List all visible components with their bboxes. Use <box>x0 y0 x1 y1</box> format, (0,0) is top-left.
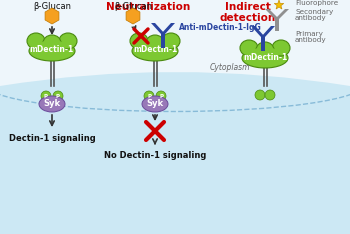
Text: mDectin-1: mDectin-1 <box>133 45 177 55</box>
Polygon shape <box>161 23 175 34</box>
Circle shape <box>53 91 63 101</box>
Ellipse shape <box>242 48 288 68</box>
Circle shape <box>265 90 275 100</box>
Polygon shape <box>151 23 165 34</box>
Ellipse shape <box>162 33 180 49</box>
Ellipse shape <box>142 96 168 112</box>
Text: Primary
antibody: Primary antibody <box>295 31 327 43</box>
Polygon shape <box>274 0 284 9</box>
Polygon shape <box>275 9 289 19</box>
Text: P: P <box>159 94 163 99</box>
FancyBboxPatch shape <box>0 0 350 86</box>
Polygon shape <box>126 8 140 24</box>
Text: Anti-mDectin-1-IgG: Anti-mDectin-1-IgG <box>179 23 262 33</box>
Text: β-Glucan: β-Glucan <box>33 2 71 11</box>
Ellipse shape <box>59 33 77 49</box>
Text: mDectin-1: mDectin-1 <box>30 45 74 55</box>
Ellipse shape <box>132 41 178 61</box>
Circle shape <box>156 91 166 101</box>
Text: β-Glucan: β-Glucan <box>114 2 152 11</box>
Text: Syk: Syk <box>43 99 61 109</box>
Text: Fluorophore: Fluorophore <box>295 0 338 6</box>
Ellipse shape <box>39 96 65 112</box>
Ellipse shape <box>251 47 279 61</box>
Text: Secondary
antibody: Secondary antibody <box>295 9 333 21</box>
Polygon shape <box>261 26 275 37</box>
Circle shape <box>144 91 154 101</box>
Text: Neutralization: Neutralization <box>106 2 190 12</box>
Ellipse shape <box>146 35 164 51</box>
Text: P: P <box>147 94 151 99</box>
Text: P: P <box>44 94 48 99</box>
PathPatch shape <box>0 72 350 234</box>
Ellipse shape <box>256 42 274 58</box>
Text: mDectin-1: mDectin-1 <box>243 52 287 62</box>
Text: Dectin-1 signaling: Dectin-1 signaling <box>9 134 95 143</box>
Ellipse shape <box>130 33 148 49</box>
Bar <box>275 19 279 31</box>
Ellipse shape <box>240 40 258 56</box>
Text: Cytoplasm: Cytoplasm <box>210 63 250 73</box>
Ellipse shape <box>272 40 290 56</box>
Bar <box>261 37 265 51</box>
Text: P: P <box>56 94 60 99</box>
Text: Syk: Syk <box>146 99 163 109</box>
Ellipse shape <box>141 40 169 54</box>
Bar <box>161 34 165 48</box>
Ellipse shape <box>43 35 61 51</box>
Circle shape <box>255 90 265 100</box>
Ellipse shape <box>38 40 66 54</box>
Text: No Dectin-1 signaling: No Dectin-1 signaling <box>104 151 206 160</box>
Ellipse shape <box>27 33 45 49</box>
Ellipse shape <box>29 41 75 61</box>
Circle shape <box>41 91 51 101</box>
Text: Indirect
detection: Indirect detection <box>220 2 276 23</box>
Polygon shape <box>45 8 59 24</box>
Polygon shape <box>265 9 279 19</box>
Polygon shape <box>251 26 265 37</box>
